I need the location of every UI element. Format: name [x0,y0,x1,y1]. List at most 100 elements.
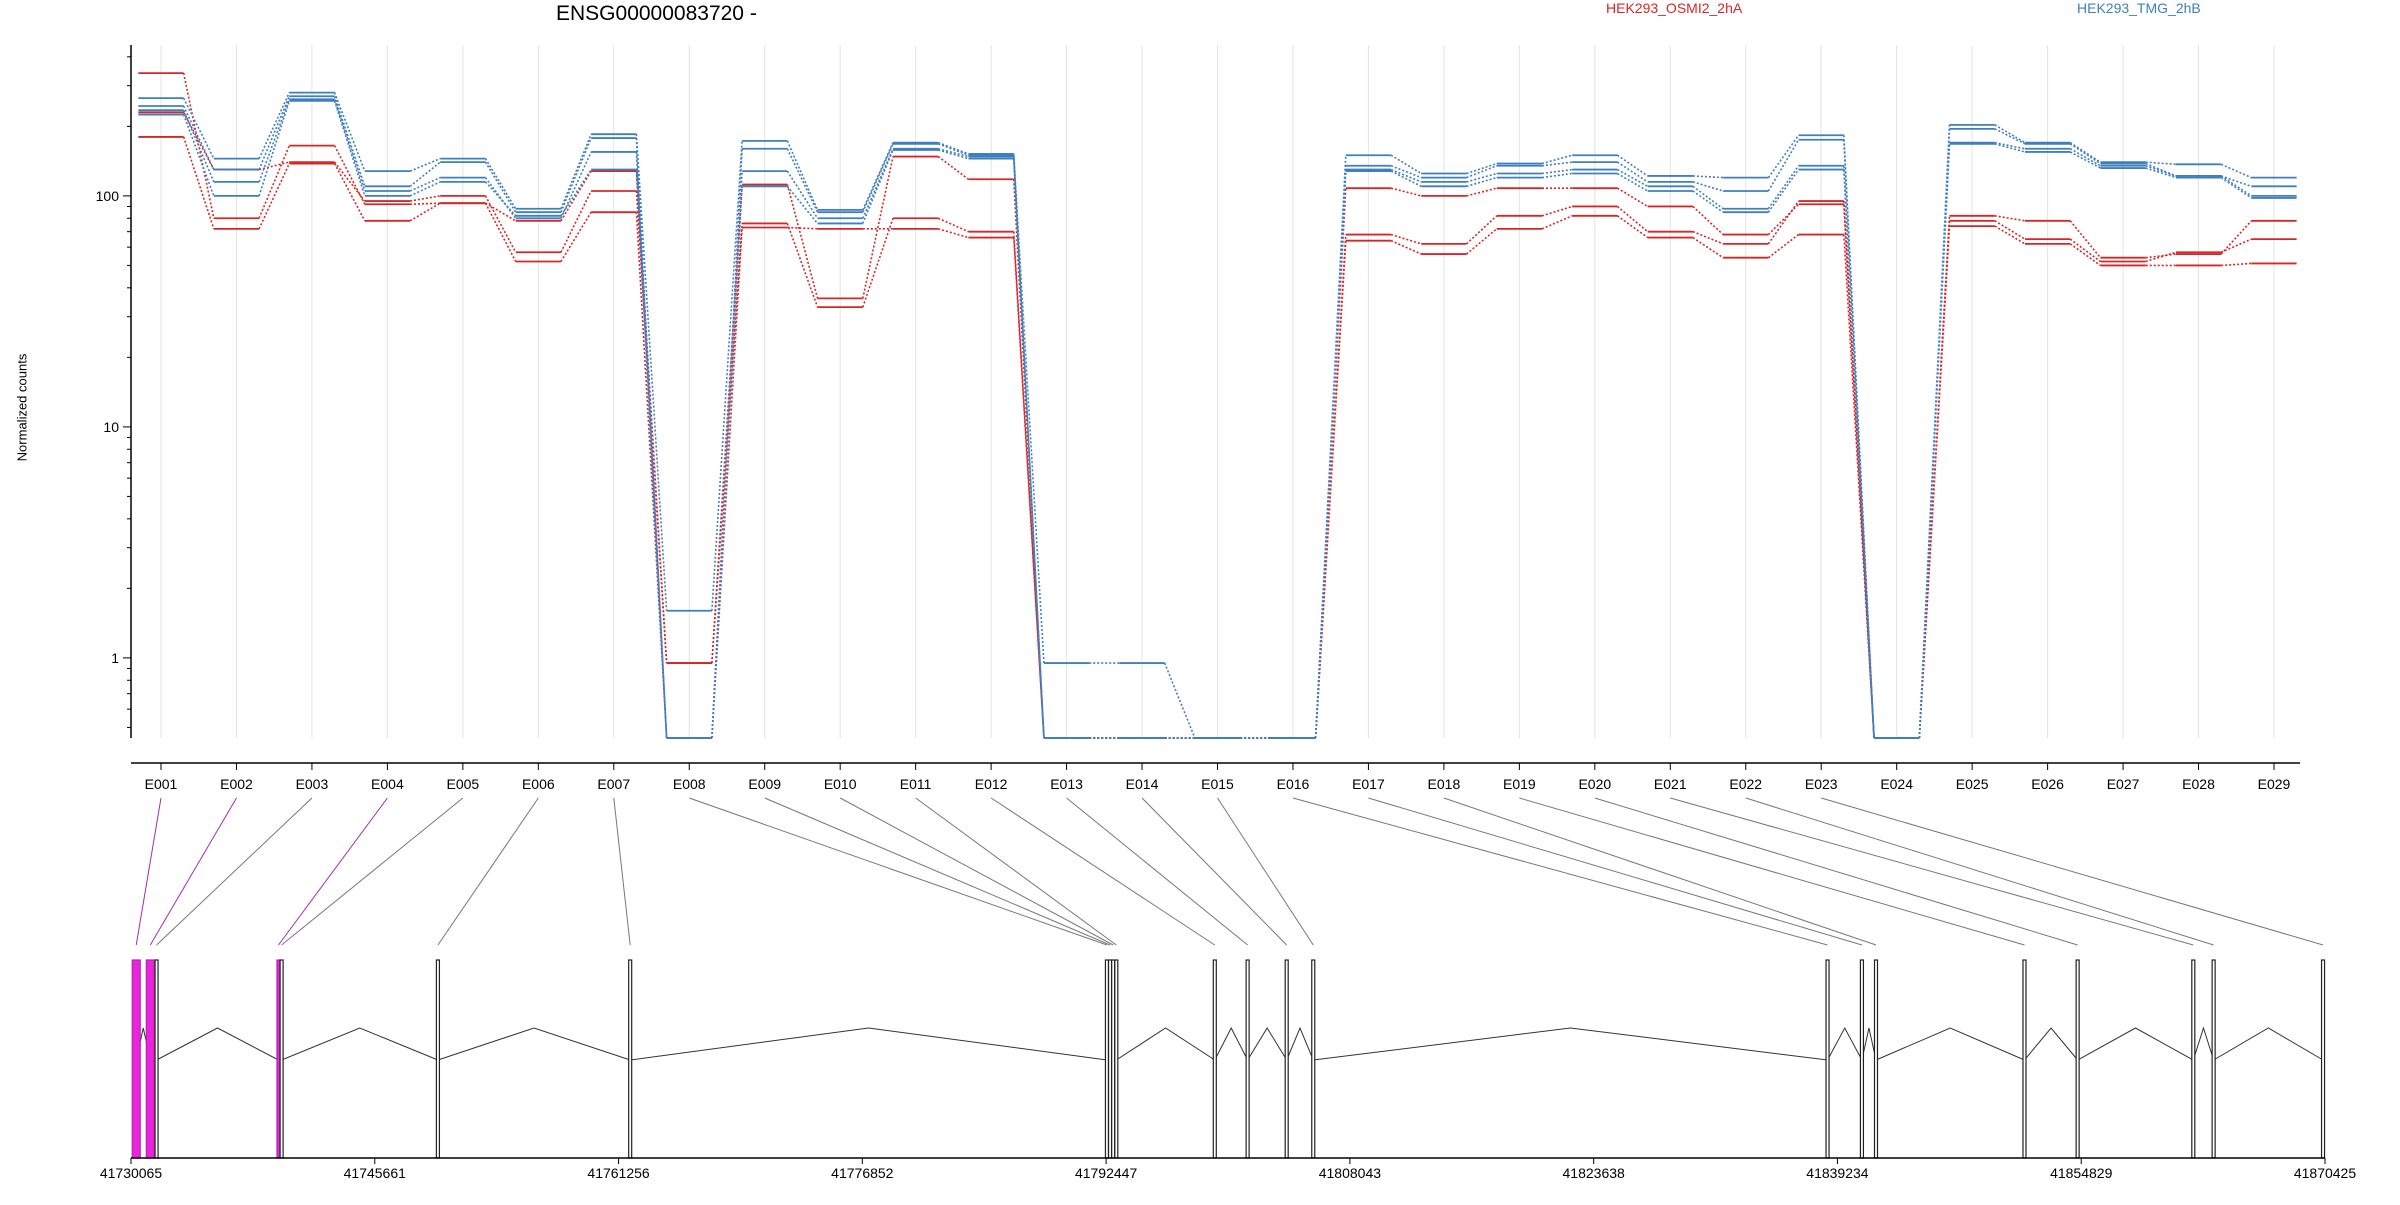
series-connector [333,163,366,222]
series-connector [2220,220,2252,255]
series-connector [258,92,291,159]
intron-line [2192,1026,2215,1061]
series-connector [484,202,517,262]
series-connector [409,202,441,222]
exon-block-e016 [1825,959,1830,1159]
x-tick-label-e020: E020 [1578,776,1611,792]
link-line-e009 [764,797,1111,946]
series-connector [1541,215,1573,230]
series-connector [1767,200,1800,245]
link-line-e014 [1141,797,1288,946]
series-connector [1390,187,1422,197]
exon-block-e006 [435,959,441,1159]
genomic-tick-label: 41745661 [344,1165,407,1181]
series-connector [1767,139,1800,192]
genomic-tick-label: 41761256 [587,1165,650,1181]
intron-line [437,1027,631,1061]
series-connector [1692,230,1724,245]
series-connector [1012,153,1045,664]
series-line [138,99,2297,739]
y-tick-label: 1 [111,650,119,666]
series-connector [862,142,894,211]
intron-line [2024,1027,2079,1061]
series-connector [1843,169,1875,739]
genomic-tick-label: 41839234 [1806,1165,1869,1181]
series-connector [1466,228,1498,255]
series-connector [2221,262,2252,267]
series-connector [2145,161,2176,166]
series-connector [786,170,819,219]
series-connector [1617,172,1649,192]
series-connector [1390,233,1422,245]
x-tick-label-e003: E003 [296,776,329,792]
series-connector [1541,205,1573,217]
series-connector [1314,171,1347,739]
intron-line [1313,1027,1828,1061]
exon-block-e015 [1311,959,1316,1159]
link-line-e004 [278,797,388,946]
link-line-e006 [437,797,539,946]
link-line-e003 [156,797,313,946]
series-connector [1465,215,1498,245]
x-tick-label-e004: E004 [371,776,404,792]
exon-block-e012 [1212,959,1217,1159]
series-connector [938,141,969,155]
series-connector [2145,253,2176,259]
series-connector [1541,161,1573,167]
series-connector [258,95,291,170]
series-connector [2069,220,2102,259]
series-connector [711,186,743,739]
x-tick-label-e019: E019 [1503,776,1536,792]
exon-block-e020 [2075,959,2080,1159]
series-connector [1541,168,1573,175]
x-tick-label-e017: E017 [1352,776,1385,792]
series-connector [2069,238,2101,263]
exon-block-e022 [2211,959,2216,1159]
series-connector [182,136,215,230]
series-connector [258,163,291,230]
series-connector [1994,225,2026,245]
series-connector [2145,162,2177,177]
x-tick-label-e001: E001 [145,776,178,792]
link-line-e020 [1594,797,2078,946]
series-connector [182,111,215,170]
series-connector [711,223,743,664]
x-tick-label-e010: E010 [824,776,857,792]
series-connector [560,137,592,213]
x-tick-label-e014: E014 [1126,776,1159,792]
x-tick-label-e015: E015 [1201,776,1234,792]
legend-entry-osmi2: HEK293_OSMI2_2hA [1606,0,1743,16]
intron-line [2077,1027,2194,1061]
x-tick-label-e012: E012 [975,776,1008,792]
series-connector [938,149,969,160]
series-connector [1390,165,1422,179]
series-connector [1767,233,1800,259]
series-connector [1617,187,1649,208]
genomic-tick-label: 41776852 [831,1165,894,1181]
series-connector [1466,165,1498,179]
series-connector [2220,163,2252,179]
series-connector [938,228,969,239]
series-connector [1617,168,1649,188]
link-line-e010 [839,797,1114,946]
intron-line [1247,1027,1288,1061]
series-connector [1390,168,1422,183]
series-connector [786,140,819,211]
series-connector [1994,143,2026,153]
x-tick-label-e026: E026 [2031,776,2064,792]
series-connector [1012,156,1045,739]
series-connector [1994,124,2026,144]
genomic-tick-label: 41792447 [1075,1165,1138,1181]
y-axis-label: Normalized counts [14,353,30,462]
series-connector [182,114,215,197]
link-line-e001 [135,797,162,946]
exon-block-e007 [628,959,633,1159]
legend-entry-tmg: HEK293_TMG_2hB [2077,0,2201,16]
series-connector [1767,165,1800,210]
x-tick-label-e011: E011 [900,776,932,792]
series-connector [2145,165,2177,177]
series-connector [484,181,517,217]
link-line-e021 [1670,797,2194,946]
series-connector [485,202,517,222]
intron-line [281,1027,439,1061]
